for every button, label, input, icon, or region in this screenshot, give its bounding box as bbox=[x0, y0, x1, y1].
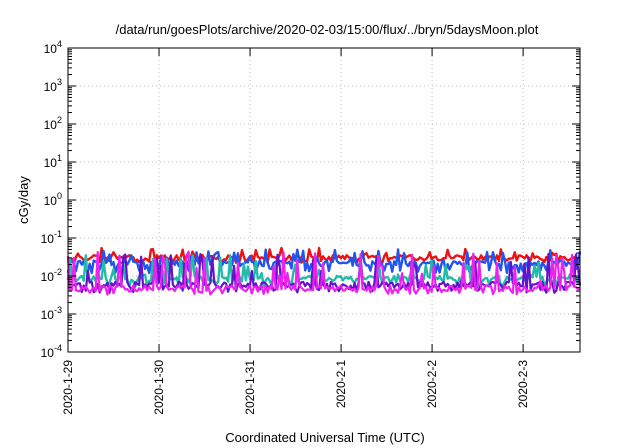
y-tick-label: 102 bbox=[44, 115, 62, 132]
grid bbox=[68, 48, 580, 352]
y-tick-label: 10-2 bbox=[41, 267, 62, 284]
y-axis: 104 103 102 101 100 10-1 10-2 10-3 10-4 bbox=[41, 39, 580, 360]
y-tick-label: 100 bbox=[44, 191, 62, 208]
chart-title: /data/run/goesPlots/archive/2020-02-03/1… bbox=[116, 22, 539, 37]
y-tick-label: 104 bbox=[44, 39, 62, 56]
x-tick-label: 2020-2-3 bbox=[516, 360, 530, 408]
x-tick-label: 2020-1-29 bbox=[61, 360, 75, 415]
y-tick-label: 101 bbox=[44, 153, 62, 170]
y-tick-label: 103 bbox=[44, 77, 62, 94]
x-tick-label: 2020-1-30 bbox=[152, 360, 166, 415]
y-tick-label: 10-1 bbox=[41, 229, 62, 246]
x-tick-label: 2020-2-1 bbox=[334, 360, 348, 408]
series-group bbox=[66, 246, 582, 296]
series-line-5 bbox=[66, 250, 581, 296]
y-tick-label: 10-3 bbox=[41, 305, 62, 322]
x-axis-label: Coordinated Universal Time (UTC) bbox=[225, 430, 424, 445]
y-tick-label: 10-4 bbox=[41, 343, 62, 360]
y-axis-label: cGy/day bbox=[16, 176, 31, 224]
x-axis: 2020-1-29 2020-1-30 2020-1-31 2020-2-1 2020-… bbox=[61, 48, 530, 415]
x-tick-label: 2020-1-31 bbox=[243, 360, 257, 415]
x-tick-label: 2020-2-2 bbox=[425, 360, 439, 408]
